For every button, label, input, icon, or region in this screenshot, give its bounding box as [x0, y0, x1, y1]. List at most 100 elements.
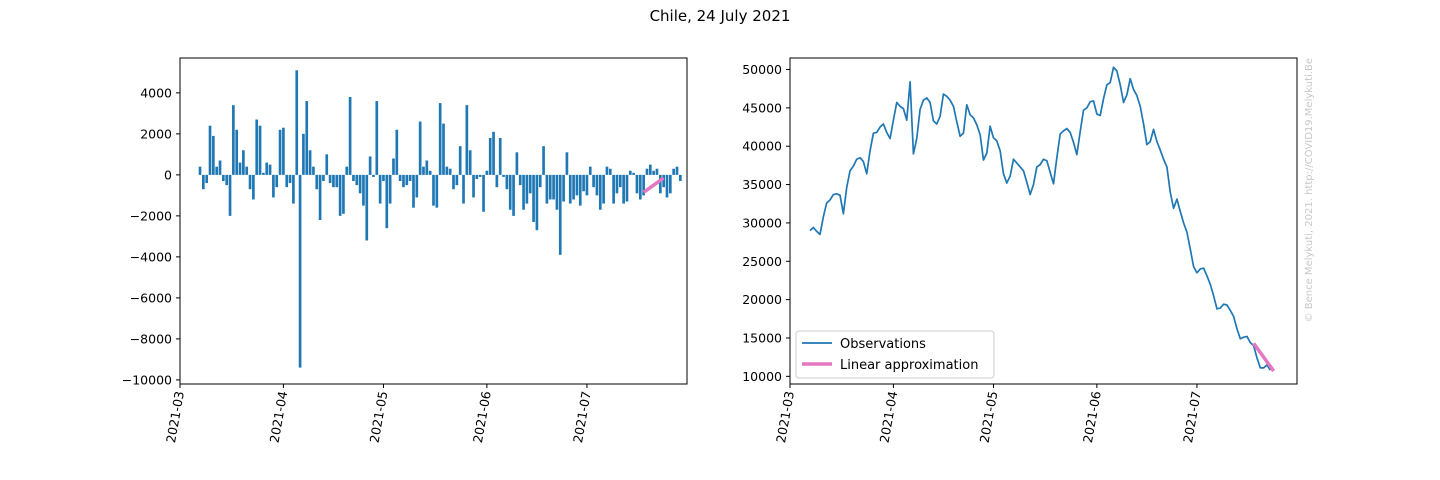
bar [532, 174, 535, 223]
bar [402, 174, 405, 188]
bar [595, 174, 599, 196]
y-tick-label: −2000 [130, 208, 172, 223]
bar [505, 174, 509, 190]
bar [545, 174, 549, 204]
bar [488, 137, 492, 175]
bar [618, 174, 622, 188]
bar [258, 125, 262, 175]
bar [335, 174, 339, 188]
bar [675, 166, 679, 175]
bar [635, 174, 639, 194]
bar [345, 166, 349, 175]
y-tick-label: 2000 [140, 126, 172, 141]
bar [438, 103, 442, 175]
left-x-axis: 2021-03 2021-04 2021-05 2021-06 2021-07 [163, 384, 594, 444]
bar [318, 174, 322, 220]
bar [502, 174, 505, 177]
x-tick-label: 2021-07 [1180, 390, 1204, 444]
y-tick-label: −10000 [122, 372, 172, 387]
bar [242, 150, 245, 175]
bar [658, 174, 662, 194]
x-tick-label: 2021-06 [1080, 390, 1104, 444]
bar [248, 174, 252, 190]
bar [668, 174, 672, 194]
bar [548, 174, 552, 200]
linear-approximation-line [642, 176, 665, 194]
bar [512, 174, 515, 216]
x-tick-label: 2021-04 [877, 390, 901, 444]
bar [322, 174, 325, 182]
y-tick-label: 10000 [742, 369, 782, 384]
bar [525, 174, 529, 204]
bar [325, 154, 329, 175]
bar [462, 174, 465, 204]
bar [328, 174, 332, 184]
bar [528, 174, 532, 194]
bar [428, 170, 432, 175]
legend: Observations Linear approximation [795, 330, 995, 379]
bar [228, 174, 232, 216]
bar [592, 174, 595, 188]
bar [482, 174, 485, 212]
bar [608, 168, 612, 175]
bar [342, 174, 345, 214]
bar [232, 105, 235, 175]
bar [385, 174, 389, 229]
linear-approximation-line [1252, 342, 1276, 372]
bar [218, 160, 222, 175]
bar [308, 150, 312, 175]
figure-title: Chile, 24 July 2021 [649, 7, 791, 25]
bar [472, 174, 475, 198]
bar [355, 174, 359, 186]
bar [392, 158, 395, 175]
bar [285, 174, 289, 188]
y-tick-label: 45000 [742, 100, 782, 115]
bar [442, 123, 445, 175]
x-tick-label: 2021-06 [470, 390, 494, 444]
bar [615, 174, 619, 194]
bar [425, 160, 429, 175]
bar [628, 170, 632, 175]
bar [288, 174, 292, 184]
y-tick-label: 20000 [742, 292, 782, 307]
bar [565, 152, 569, 175]
bar [205, 174, 209, 184]
bar [365, 174, 369, 241]
bar [662, 174, 665, 188]
bar [448, 168, 452, 175]
bar [498, 137, 502, 175]
x-tick-label: 2021-03 [163, 390, 187, 444]
bar [268, 164, 272, 175]
bar [295, 70, 299, 175]
bar [275, 174, 279, 188]
y-tick-label: 40000 [742, 139, 782, 154]
y-tick-label: −4000 [130, 249, 172, 264]
bar [302, 133, 305, 175]
bar [255, 119, 259, 175]
bar [215, 166, 219, 175]
bar [522, 174, 525, 210]
bar [278, 129, 282, 175]
bar [415, 174, 419, 198]
bar [575, 174, 579, 196]
y-tick-label: 30000 [742, 215, 782, 230]
bar [395, 129, 399, 175]
left-y-axis: 4000 2000 0 −2000 −4000 −6000 −8000 −10000 [122, 85, 180, 387]
bar [315, 174, 319, 190]
x-tick-label: 2021-03 [773, 390, 797, 444]
y-tick-label: −8000 [130, 331, 172, 346]
bar [672, 168, 675, 175]
bar [492, 131, 495, 175]
bar [235, 129, 239, 175]
bar [622, 174, 625, 204]
bar [535, 174, 539, 231]
bar [458, 146, 462, 175]
bar [375, 101, 379, 175]
bar [562, 174, 565, 202]
bar [252, 174, 255, 200]
bar [552, 174, 555, 200]
bar [422, 166, 425, 175]
bar [408, 174, 412, 182]
bar [388, 174, 392, 204]
